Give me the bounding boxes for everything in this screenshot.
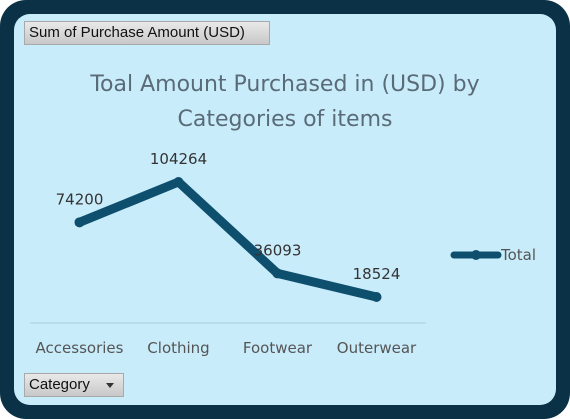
chart-area: Sum of Purchase Amount (USD) Toal Amount… — [14, 14, 556, 405]
dropdown-arrow-icon — [106, 383, 114, 388]
line-chart: Toal Amount Purchased in (USD) by Catego… — [30, 72, 536, 357]
data-point — [173, 177, 184, 187]
chart-title-line-2: Categories of items — [178, 107, 393, 132]
data-label: 18524 — [353, 265, 401, 283]
x-tick-label: Accessories — [36, 339, 124, 357]
x-tick-label: Clothing — [147, 339, 209, 357]
data-label: 36093 — [254, 241, 302, 259]
series-line-total — [75, 177, 381, 302]
x-tick-label: Outerwear — [337, 339, 417, 357]
legend-label: Total — [500, 246, 536, 264]
legend-marker — [471, 250, 481, 260]
x-tick-label: Footwear — [243, 339, 313, 357]
data-point — [371, 292, 382, 302]
data-point — [74, 217, 85, 228]
value-field-button[interactable]: Sum of Purchase Amount (USD) — [24, 21, 270, 45]
data-label: 104264 — [150, 150, 207, 168]
data-point — [272, 268, 283, 279]
category-field-button[interactable]: Category — [24, 373, 124, 397]
category-field-label: Category — [29, 376, 90, 393]
chart-title-line-1: Toal Amount Purchased in (USD) by — [89, 72, 479, 97]
data-label: 74200 — [56, 190, 104, 208]
